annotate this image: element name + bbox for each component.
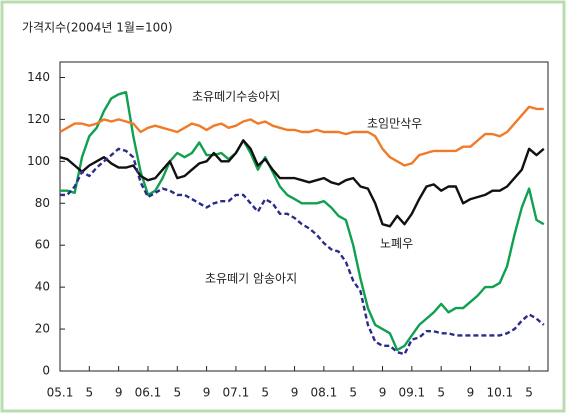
x-tick-label: 9 [379,386,387,400]
x-tick-label: 5 [173,386,181,400]
x-tick-label: 5 [85,386,93,400]
x-tick-label: 9 [467,386,475,400]
plot-area [59,61,549,372]
x-tick-label: 5 [437,386,445,400]
y-tick-label: 20 [35,322,50,336]
series-line [59,139,545,228]
series-label: 초임만삭우 [367,117,422,131]
x-tick-label: 05.1 [47,386,74,400]
x-tick-label: 9 [203,386,211,400]
series-line [60,91,545,352]
y-tick-label: 60 [35,238,50,252]
x-tick-label: 5 [525,386,533,400]
x-tick-label: 08.1 [311,386,338,400]
x-tick-label: 06.1 [135,386,162,400]
y-tick-label: 40 [35,280,50,294]
series-line [59,105,544,167]
x-tick-label: 09.1 [398,386,425,400]
y-tick-label: 0 [42,364,50,378]
x-tick-label: 9 [115,386,123,400]
series-line [60,147,545,356]
series-label: 노폐우 [380,237,413,251]
x-tick-label: 07.1 [223,386,250,400]
x-tick-label: 5 [261,386,269,400]
y-tick-label: 80 [35,196,50,210]
chart-title: 가격지수(2004년 1월=100) [22,21,173,35]
x-tick-label: 5 [349,386,357,400]
x-tick-label: 9 [291,386,299,400]
y-tick-label: 100 [27,154,50,168]
series-label: 초유떼기수송아지 [192,90,280,104]
y-tick-label: 140 [27,70,50,84]
y-tick-label: 120 [27,112,50,126]
x-tick-label: 10.1 [486,386,513,400]
series-label: 초유떼기 암송아지 [205,272,297,286]
